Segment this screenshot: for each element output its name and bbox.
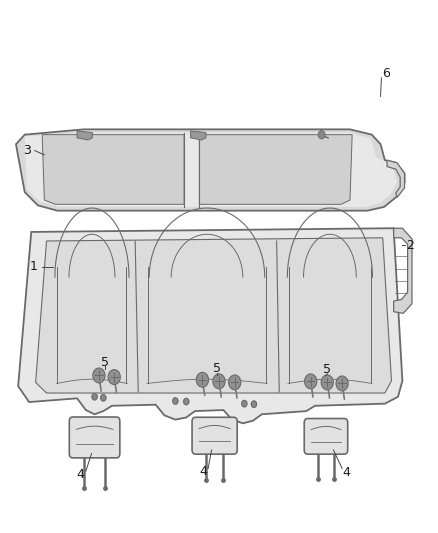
Circle shape (336, 376, 348, 391)
Circle shape (229, 375, 241, 390)
Circle shape (242, 400, 247, 407)
Polygon shape (77, 131, 92, 140)
Circle shape (108, 369, 120, 384)
Text: 6: 6 (382, 67, 390, 80)
FancyBboxPatch shape (304, 418, 348, 454)
Polygon shape (387, 160, 405, 197)
Text: 1: 1 (29, 260, 37, 273)
Circle shape (213, 374, 225, 389)
Polygon shape (18, 228, 403, 423)
Circle shape (304, 374, 317, 389)
FancyBboxPatch shape (192, 417, 237, 454)
Polygon shape (199, 135, 352, 204)
Text: 5: 5 (213, 362, 221, 375)
Polygon shape (35, 238, 392, 393)
Polygon shape (394, 228, 412, 313)
Circle shape (93, 368, 105, 383)
Text: 5: 5 (323, 363, 331, 376)
Polygon shape (16, 130, 405, 211)
Text: 3: 3 (23, 144, 31, 157)
Text: 4: 4 (343, 466, 350, 479)
Polygon shape (42, 135, 184, 204)
Circle shape (101, 394, 106, 401)
Polygon shape (25, 133, 397, 207)
Text: 4: 4 (77, 469, 85, 481)
Polygon shape (191, 131, 206, 140)
Circle shape (318, 131, 325, 139)
Circle shape (92, 393, 97, 400)
Text: 5: 5 (102, 356, 110, 369)
Circle shape (184, 398, 189, 405)
Circle shape (196, 372, 208, 387)
Text: 4: 4 (200, 465, 208, 478)
Circle shape (321, 375, 333, 390)
FancyBboxPatch shape (69, 417, 120, 458)
Circle shape (173, 398, 178, 404)
Text: 2: 2 (406, 239, 414, 252)
Circle shape (251, 401, 257, 407)
